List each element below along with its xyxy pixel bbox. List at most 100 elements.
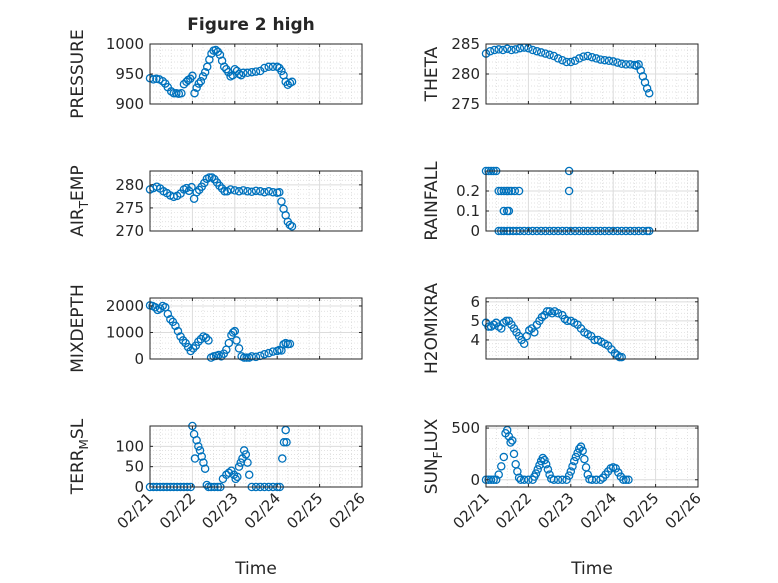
x-tick-label: 02/24 [241, 489, 284, 532]
data-point [566, 57, 576, 67]
ylabel-subscript: F [431, 451, 445, 458]
data-point [178, 336, 188, 345]
ylabel-part: SUN [422, 458, 442, 494]
data-point [538, 453, 548, 463]
data-point [215, 181, 224, 191]
data-point [570, 56, 580, 66]
data-point [199, 458, 208, 467]
data-point [499, 318, 509, 328]
axes-box [149, 297, 363, 360]
data-point [621, 475, 631, 485]
data-point [230, 326, 240, 336]
y-tick-label: 280 [451, 65, 480, 83]
data-point [243, 458, 252, 467]
data-point [278, 454, 287, 463]
data-point [247, 352, 257, 361]
y-tick-label: 275 [451, 95, 480, 113]
ylabel: AIRTEMP [68, 165, 91, 236]
data-point [502, 44, 512, 54]
data-point [264, 187, 273, 196]
ylabel: H2OMIXRA [422, 283, 442, 374]
data-point [537, 312, 547, 322]
data-point [188, 71, 197, 81]
data-point [207, 173, 217, 182]
data-point [558, 475, 567, 485]
data-point [564, 186, 574, 196]
ylabel: RAINFALL [422, 161, 442, 241]
data-point [509, 449, 519, 459]
data-point [195, 446, 205, 455]
x-tick-label: 02/23 [198, 489, 241, 532]
data-point [576, 442, 586, 451]
data-point [239, 68, 248, 78]
data-point [596, 475, 605, 485]
data-point [224, 468, 234, 478]
data-point [510, 186, 520, 196]
data-point [573, 448, 582, 458]
data-point [545, 50, 554, 60]
data-point [587, 52, 597, 62]
data-point [228, 328, 238, 337]
ylabel-subscript: M [77, 439, 91, 449]
y-tick-label: 1000 [106, 323, 144, 341]
data-point [194, 337, 203, 347]
data-point [231, 474, 240, 484]
data-point [239, 446, 249, 455]
y-tick-label: 0.1 [456, 202, 480, 220]
data-point [578, 446, 587, 456]
data-point [591, 54, 601, 63]
data-point [216, 352, 226, 361]
data-point [198, 72, 208, 81]
data-point [528, 45, 537, 55]
data-point [579, 52, 588, 61]
data-point [287, 222, 297, 231]
data-point [498, 45, 508, 55]
data-point [541, 460, 551, 469]
data-point [277, 197, 286, 206]
ylabel: SUNFLUX [422, 418, 445, 494]
data-point [502, 186, 511, 196]
data-point [264, 348, 273, 358]
data-point [541, 49, 550, 58]
data-point [625, 60, 635, 69]
y-tick-label: 275 [115, 199, 144, 217]
data-point [204, 336, 213, 345]
xlabel: Time [234, 559, 277, 579]
data-point [564, 471, 574, 480]
data-point [545, 307, 554, 316]
data-point [202, 480, 212, 490]
ylabel-part: AIR [68, 208, 88, 237]
data-point [560, 314, 570, 324]
data-point [285, 339, 295, 349]
data-point [583, 51, 593, 61]
data-point [533, 465, 542, 474]
y-tick-label: 1000 [106, 35, 144, 53]
data-point [604, 56, 614, 66]
data-point [182, 183, 191, 193]
axes-box [485, 170, 699, 232]
y-tick-label: 900 [115, 95, 144, 113]
data-point [187, 182, 196, 192]
data-point [580, 454, 589, 464]
data-point [558, 55, 567, 65]
data-point [553, 54, 563, 63]
y-tick-label: 270 [115, 222, 144, 240]
xlabel: Time [570, 559, 613, 579]
data-point [494, 45, 503, 54]
data-point [158, 76, 167, 86]
y-tick-label: 0 [134, 478, 144, 496]
x-tick-label: 02/26 [662, 489, 705, 532]
x-tick-label: 02/21 [450, 489, 493, 532]
data-point [275, 187, 284, 197]
data-point [489, 475, 498, 485]
data-point [166, 314, 175, 324]
data-point [268, 62, 278, 72]
axes-box [485, 425, 699, 488]
data-series [145, 45, 297, 99]
data-point [571, 452, 581, 462]
data-point [226, 185, 235, 194]
data-point [506, 438, 515, 447]
y-tick-label: 5 [470, 312, 480, 330]
data-point [549, 475, 559, 485]
